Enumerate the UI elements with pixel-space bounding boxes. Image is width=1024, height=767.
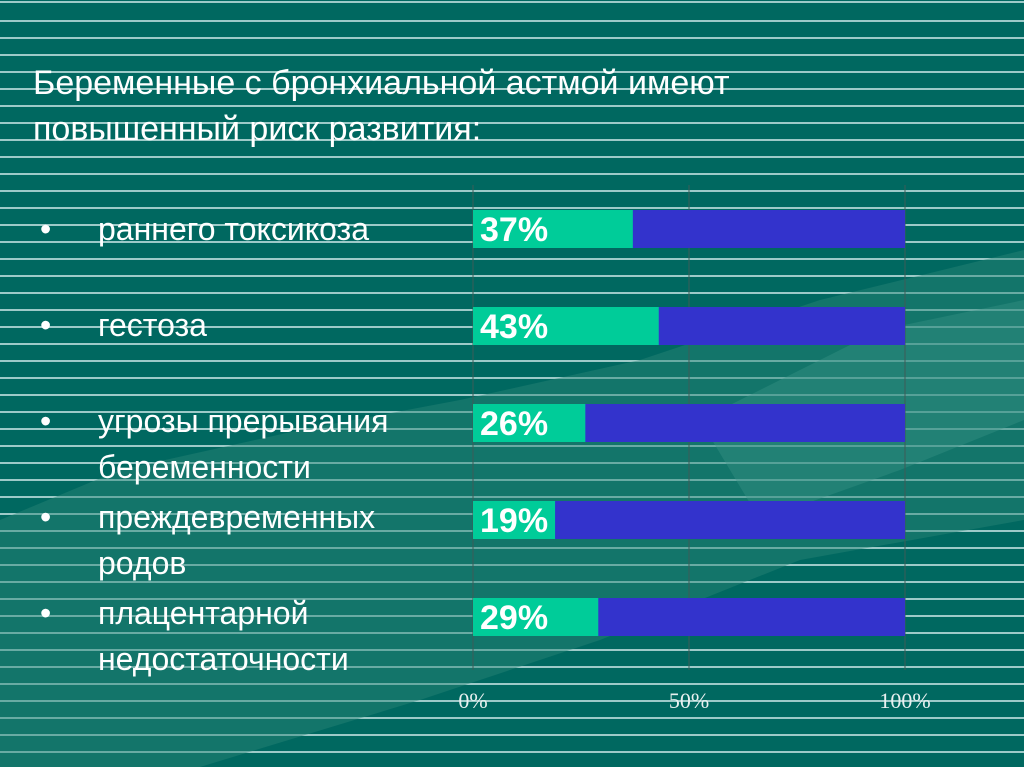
- bullet: •: [40, 499, 52, 535]
- data-label: 37%: [480, 211, 548, 249]
- bar-value: [473, 598, 599, 636]
- bullet: •: [40, 403, 52, 439]
- list-item: • гестоза: [40, 302, 470, 348]
- list-item: • преждевременных родов: [40, 494, 460, 586]
- item-label: раннего токсикоза: [98, 211, 369, 247]
- data-label: 29%: [480, 599, 548, 637]
- title-line-1: Беременные с бронхиальной астмой имеют: [33, 64, 730, 102]
- bar-value: [473, 501, 556, 539]
- bar-value: [473, 210, 633, 248]
- data-label: 19%: [480, 502, 548, 540]
- list-item: • раннего токсикоза: [40, 206, 470, 252]
- bar-value: [473, 404, 586, 442]
- item-label: плацентарной недостаточности: [98, 595, 349, 677]
- bullet: •: [40, 307, 52, 343]
- item-label: гестоза: [98, 307, 207, 343]
- item-label: угрозы прерывания беременности: [98, 403, 389, 485]
- x-tick-label: 0%: [458, 688, 487, 713]
- bullet: •: [40, 595, 52, 631]
- item-label: преждевременных родов: [98, 499, 376, 581]
- data-label: 43%: [480, 308, 548, 346]
- bullet: •: [40, 211, 52, 247]
- data-label: 26%: [480, 405, 548, 443]
- bar-value: [473, 307, 659, 345]
- list-item: • угрозы прерывания беременности: [40, 398, 460, 490]
- list-item: • плацентарной недостаточности: [40, 590, 440, 682]
- slide-title: Беременные с бронхиальной астмой имеют п…: [33, 60, 933, 152]
- title-line-2: повышенный риск развития:: [33, 110, 482, 148]
- x-tick-label: 50%: [669, 688, 709, 713]
- x-tick-label: 100%: [879, 688, 930, 713]
